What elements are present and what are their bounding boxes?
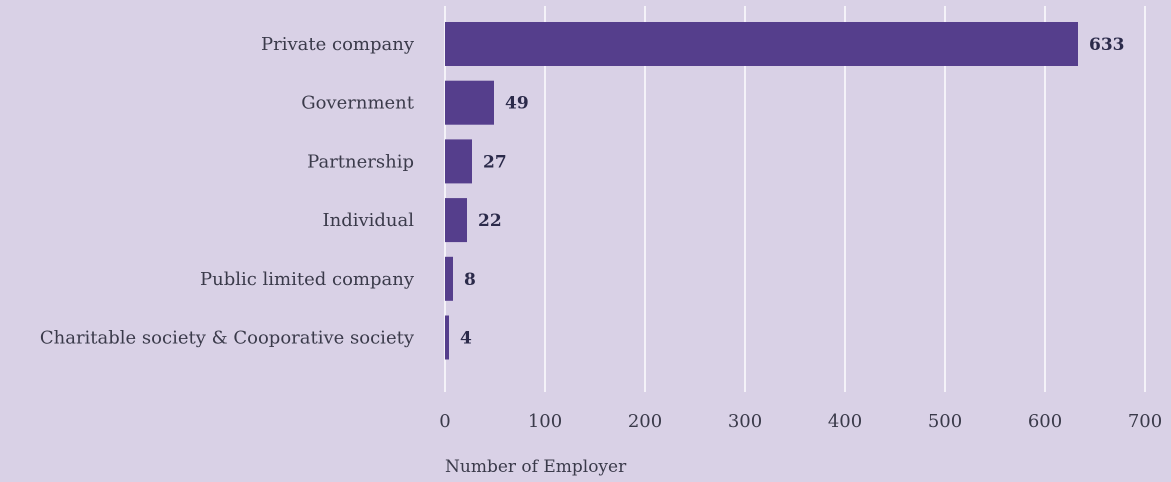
- bar-value-label: 49: [505, 94, 529, 114]
- x-tick-label: 0: [439, 411, 450, 432]
- x-tick-layer: 0 100 200 300 400 500 600 700: [439, 411, 1162, 432]
- category-label: Partnership: [307, 151, 414, 172]
- bar-value-label: 22: [478, 211, 502, 231]
- bar: [445, 80, 494, 125]
- bar-value-label: 4: [460, 329, 472, 349]
- grid-layer: [444, 6, 1146, 392]
- bar-value-label: 27: [483, 152, 507, 172]
- bar-value-label: 633: [1089, 35, 1125, 55]
- category-label: Charitable society & Cooporative society: [40, 328, 415, 349]
- bar: [445, 315, 449, 360]
- x-tick-label: 300: [728, 411, 762, 432]
- x-tick-label: 500: [928, 411, 962, 432]
- bar: [445, 256, 453, 301]
- x-tick-label: 200: [628, 411, 662, 432]
- category-label: Public limited company: [200, 269, 415, 290]
- bar-value-label: 8: [464, 270, 476, 290]
- bar: [445, 139, 472, 184]
- bar: [445, 22, 1078, 66]
- category-label: Government: [301, 93, 415, 114]
- x-axis-title: Number of Employer: [445, 457, 627, 477]
- category-label: Private company: [261, 34, 415, 55]
- category-label-layer: Private company Government Partnership Indi…: [40, 34, 415, 349]
- bar-layer: 633 49 27 22 8 4: [445, 22, 1125, 360]
- category-label: Individual: [322, 210, 414, 231]
- x-tick-label: 600: [1028, 411, 1062, 432]
- bar: [445, 198, 467, 243]
- x-tick-label: 100: [528, 411, 562, 432]
- x-tick-label: 700: [1128, 411, 1162, 432]
- x-tick-label: 400: [828, 411, 862, 432]
